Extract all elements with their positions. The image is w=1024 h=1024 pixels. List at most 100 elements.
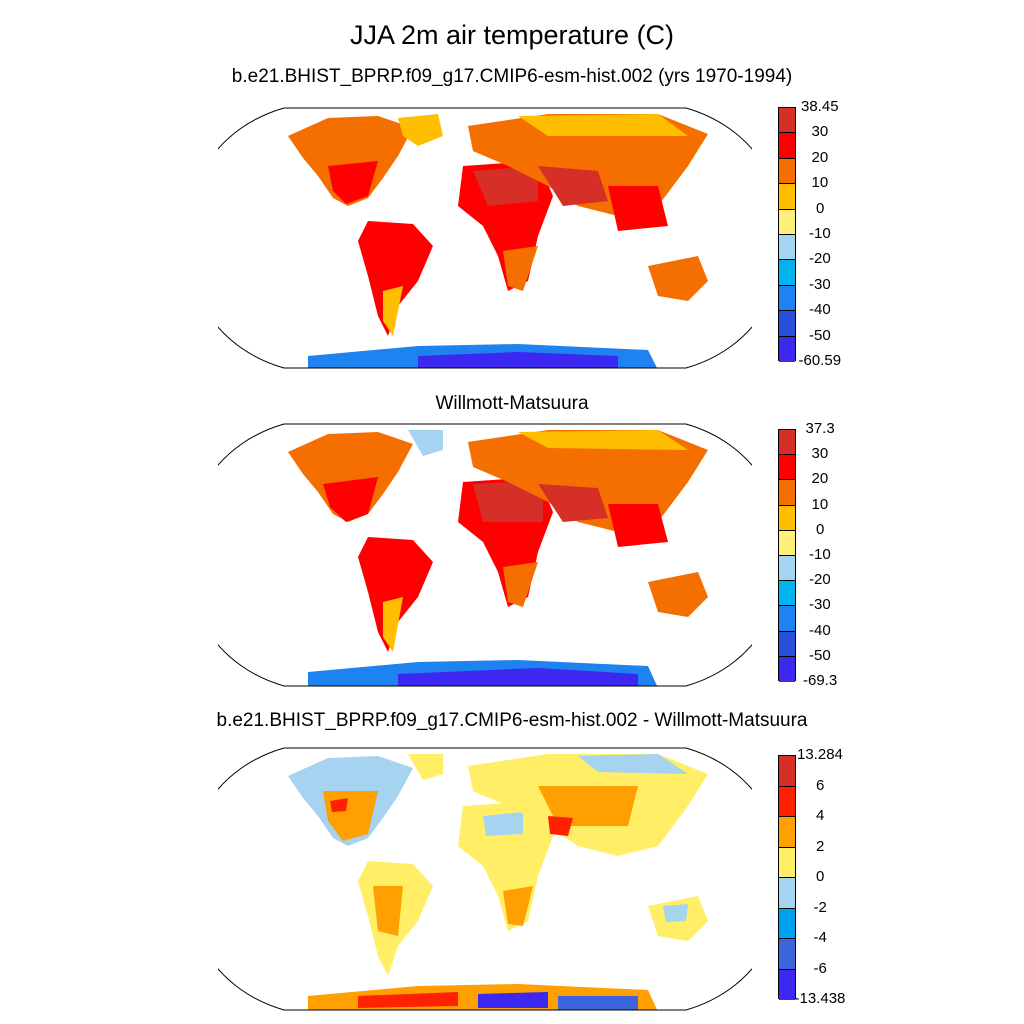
panel-2-colorbar-segment bbox=[779, 581, 795, 607]
southern-africa bbox=[503, 246, 538, 291]
panel-2-colorbar-label: -40 bbox=[809, 621, 831, 639]
eurasia-north-cool bbox=[578, 754, 688, 774]
panel-2-colorbar-label: -20 bbox=[809, 571, 831, 589]
panel-3-outline bbox=[218, 747, 752, 1011]
panel-1-colorbar-segment bbox=[779, 336, 795, 362]
panel-3-map bbox=[218, 747, 752, 1011]
panel-1-colorbar-label: -10 bbox=[809, 225, 831, 242]
panel-1-colorbar-label: -40 bbox=[809, 301, 831, 319]
panel-2-colorbar-label: -30 bbox=[809, 596, 831, 614]
south-america-south bbox=[383, 286, 403, 336]
panel-3-colorbar-segment bbox=[779, 817, 795, 848]
panel-3-colorbar-label: 0 bbox=[816, 868, 825, 885]
panel-1-colorbar-label: 0 bbox=[816, 199, 825, 217]
panel-1-colorbar-label: -50 bbox=[809, 326, 831, 344]
panel-3-colorbar-label: 6 bbox=[816, 776, 825, 794]
sahara-hot bbox=[473, 166, 538, 206]
australia-region bbox=[648, 572, 708, 617]
middle-east-hot bbox=[538, 166, 608, 206]
panel-1-colorbar-label: 20 bbox=[811, 148, 829, 166]
panel-2-colorbar-segment bbox=[779, 555, 795, 582]
north-america-region bbox=[288, 116, 413, 206]
sahara-cool bbox=[483, 812, 523, 836]
panel-2-colorbar-segment bbox=[779, 631, 795, 657]
panel-3-colorbar-segment bbox=[779, 756, 795, 787]
panel-1-colorbar-label: 10 bbox=[811, 174, 829, 192]
australia-region bbox=[648, 256, 708, 301]
middle-east-hot bbox=[538, 484, 608, 522]
panel-2-colorbar-segment bbox=[779, 656, 795, 682]
greenland bbox=[408, 754, 443, 780]
panel-1-colorbar-label: 38.45 bbox=[801, 98, 839, 115]
panel-3-colorbar-label: 4 bbox=[816, 807, 825, 824]
south-asia-hot bbox=[608, 504, 668, 547]
panel-3-colorbar-segment bbox=[779, 908, 795, 939]
panel-2-colorbar-label: 0 bbox=[816, 520, 825, 538]
north-america-hot bbox=[328, 161, 378, 204]
panel-3-colorbar-segment bbox=[779, 878, 795, 909]
panel-1-colorbar-label: -20 bbox=[809, 250, 831, 268]
panel-3-title: b.e21.BHIST_BPRP.f09_g17.CMIP6-esm-hist.… bbox=[216, 710, 808, 731]
eurasia-north bbox=[518, 114, 688, 136]
south-america-region bbox=[358, 537, 433, 652]
panel-3-colorbar-segment bbox=[779, 786, 795, 817]
southern-africa bbox=[503, 562, 538, 607]
panel-1-colorbar-label: -30 bbox=[809, 275, 831, 293]
panel-1-map bbox=[218, 107, 752, 369]
panel-2-map bbox=[218, 423, 752, 687]
south-america-region bbox=[358, 221, 433, 336]
panel-1-colorbar-segment bbox=[779, 184, 795, 210]
panel-2-colorbar-label: -69.3 bbox=[803, 672, 838, 689]
antarctica-hot bbox=[358, 992, 458, 1008]
panel-1-colorbar-label: 30 bbox=[811, 123, 829, 141]
central-asia-warm bbox=[538, 786, 638, 826]
panel-3-colorbar-segment bbox=[779, 847, 795, 878]
panel-2-colorbar-segment bbox=[779, 455, 795, 481]
australia-cool bbox=[663, 904, 688, 922]
greenland bbox=[398, 114, 443, 146]
north-america-hot bbox=[330, 798, 348, 812]
panel-1-title: b.e21.BHIST_BPRP.f09_g17.CMIP6-esm-hist.… bbox=[231, 66, 793, 87]
panel-2-colorbar-segment bbox=[779, 530, 795, 556]
south-america-south bbox=[383, 597, 403, 652]
panel-1-colorbar-segment bbox=[779, 311, 795, 337]
panel-2-colorbar-label: 30 bbox=[811, 445, 829, 463]
panel-2-colorbar-label: -50 bbox=[809, 646, 831, 664]
panel-3-colorbar-segment bbox=[779, 939, 795, 970]
panel-2-outline bbox=[218, 423, 752, 687]
panel-2-colorbar-segment bbox=[779, 480, 795, 506]
panel-1-colorbar-segment bbox=[779, 133, 795, 159]
panel-2-title: Willmott-Matsuura bbox=[435, 393, 589, 414]
figure-title: JJA 2m air temperature (C) bbox=[349, 20, 675, 50]
antarctica-interior bbox=[398, 668, 638, 686]
south-america-warm bbox=[373, 886, 403, 936]
panel-1-colorbar-segment bbox=[779, 209, 795, 235]
panel-3-colorbar-label: -13.438 bbox=[794, 990, 846, 1007]
panel-1-colorbar-segment bbox=[779, 234, 795, 261]
southern-africa-warm bbox=[503, 886, 533, 926]
north-america-region bbox=[288, 432, 413, 522]
panel-2-colorbar-label: 37.3 bbox=[805, 420, 835, 437]
panel-1-colorbar bbox=[778, 107, 796, 362]
antarctica-cool bbox=[558, 996, 638, 1010]
panel-2-colorbar bbox=[778, 429, 796, 682]
panel-3-colorbar-segment bbox=[779, 969, 795, 1000]
panel-2-colorbar-segment bbox=[779, 606, 795, 632]
panel-3-colorbar-label: -6 bbox=[813, 959, 827, 977]
panel-1-colorbar-segment bbox=[779, 108, 795, 134]
panel-1-colorbar-segment bbox=[779, 285, 795, 312]
panel-1-colorbar-label: -60.59 bbox=[798, 352, 842, 369]
panel-3-colorbar bbox=[778, 755, 796, 1000]
panel-2-colorbar-segment bbox=[779, 505, 795, 531]
greenland bbox=[408, 430, 443, 456]
arabia-hot bbox=[548, 816, 573, 836]
panel-1-colorbar-segment bbox=[779, 260, 795, 286]
panel-3-colorbar-label: 2 bbox=[816, 837, 825, 855]
panel-2-colorbar-label: 10 bbox=[811, 495, 829, 513]
north-america-hot bbox=[323, 477, 378, 522]
panel-1-outline bbox=[218, 107, 752, 369]
panel-3-colorbar-label: -2 bbox=[813, 898, 827, 916]
panel-3-colorbar-label: 13.284 bbox=[797, 746, 843, 763]
panel-3-colorbar-label: -4 bbox=[813, 929, 827, 946]
panel-2-colorbar-segment bbox=[779, 430, 795, 456]
